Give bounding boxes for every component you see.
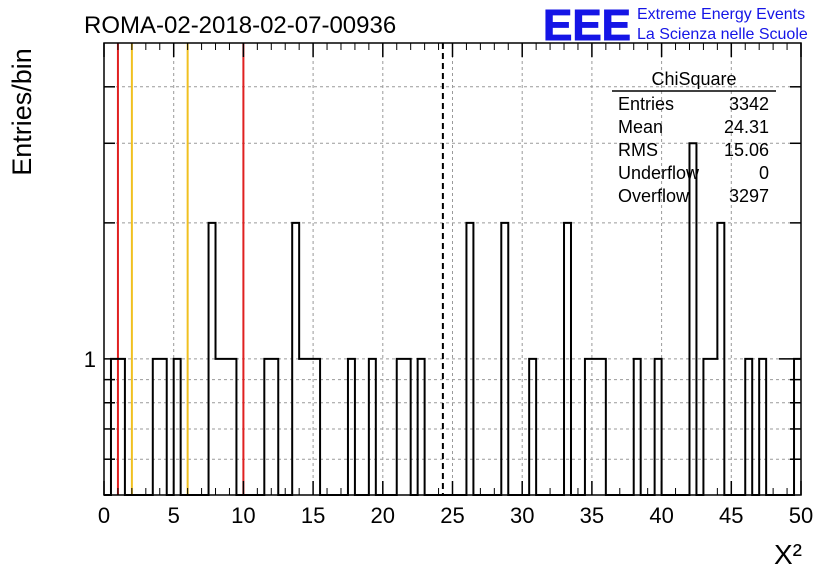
x-tick-label: 35 xyxy=(580,503,604,528)
axis-ticks-layer xyxy=(103,43,802,495)
stats-value: 0 xyxy=(759,163,769,183)
y-tick-label: 1 xyxy=(84,347,96,372)
x-tick-label: 10 xyxy=(231,503,255,528)
x-tick-label: 25 xyxy=(440,503,464,528)
stats-box: ChiSquare Entries 3342 Mean 24.31 RMS 15.06 Un… xyxy=(612,69,776,206)
x-tick-label: 0 xyxy=(98,503,110,528)
stats-label: RMS xyxy=(618,140,658,160)
chart-title: ROMA-02-2018-02-07-00936 xyxy=(84,12,396,39)
eee-logo-text: EEE xyxy=(543,1,631,50)
logo-subtitle-2: La Scienza nelle Scuole xyxy=(637,26,808,43)
x-tick-label: 45 xyxy=(719,503,743,528)
threshold-lines-layer xyxy=(116,43,444,495)
x-tick-label: 15 xyxy=(301,503,325,528)
stats-value: 3342 xyxy=(729,94,769,114)
x-tick-label: 30 xyxy=(510,503,534,528)
stats-label: Overflow xyxy=(618,186,690,206)
stats-label: Underflow xyxy=(618,163,700,183)
x-tick-label: 20 xyxy=(371,503,395,528)
grid-layer xyxy=(104,43,801,495)
stats-value: 24.31 xyxy=(724,117,769,137)
x-tick-label: 40 xyxy=(649,503,673,528)
x-axis-label: X² xyxy=(774,539,802,570)
tick-labels-layer: 0 5 10 15 20 25 30 35 40 45 50 1 xyxy=(84,347,813,528)
eee-logo: EEE Extreme Energy Events La Scienza nel… xyxy=(543,1,808,51)
stats-value: 3297 xyxy=(729,186,769,206)
stats-label: Entries xyxy=(618,94,674,114)
x-tick-label: 50 xyxy=(789,503,813,528)
y-axis-label: Entries/bin xyxy=(7,48,37,176)
stats-label: Mean xyxy=(618,117,663,137)
stats-title: ChiSquare xyxy=(651,69,736,89)
x-tick-label: 5 xyxy=(168,503,180,528)
logo-subtitle-1: Extreme Energy Events xyxy=(637,6,805,23)
stats-value: 15.06 xyxy=(724,140,769,160)
stats-rows: Entries 3342 Mean 24.31 RMS 15.06 Underflow 0 Ov… xyxy=(618,94,769,206)
